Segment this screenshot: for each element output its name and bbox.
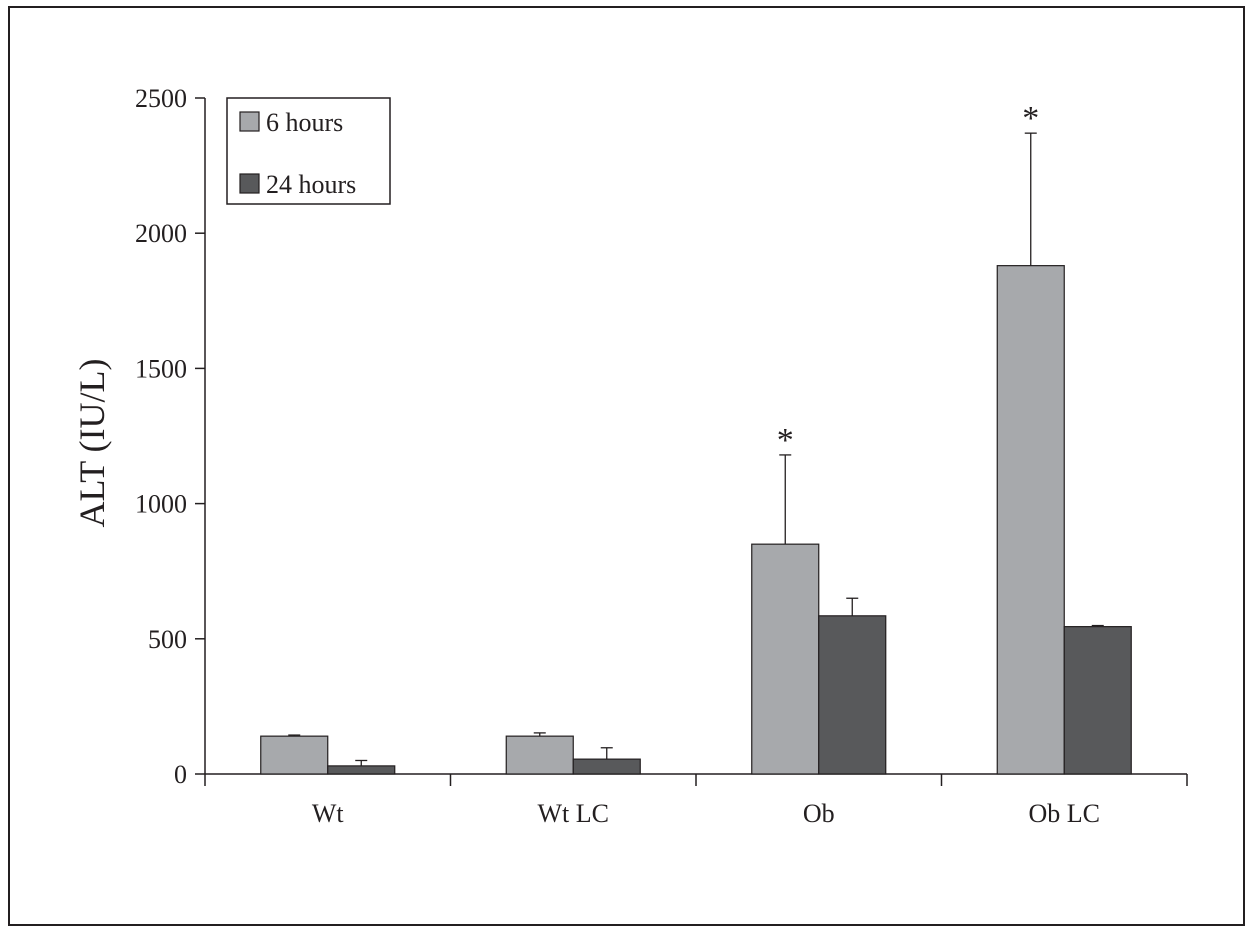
x-tick-label: Wt bbox=[312, 799, 345, 828]
bar-6h-wt-lc bbox=[505, 735, 574, 775]
y-tick-label: 500 bbox=[148, 625, 187, 654]
x-tick-label: Ob bbox=[803, 799, 835, 828]
legend-swatch bbox=[239, 173, 260, 194]
y-tick-label: 2500 bbox=[135, 84, 187, 113]
y-axis-label: ALT (IU/L) bbox=[72, 359, 112, 528]
y-tick-label: 1500 bbox=[135, 354, 187, 383]
legend-swatch bbox=[239, 111, 260, 132]
y-tick-label: 1000 bbox=[135, 490, 187, 519]
bar-6h-ob bbox=[751, 543, 820, 775]
bar-24h-wt bbox=[327, 765, 396, 775]
legend: 6 hours 24 hours bbox=[226, 97, 391, 205]
y-tick-label: 2000 bbox=[135, 219, 187, 248]
y-tick-label: 0 bbox=[174, 760, 187, 789]
bar-24h-ob bbox=[818, 615, 887, 775]
bars: ** bbox=[260, 100, 1132, 775]
significance-marker: * bbox=[1022, 100, 1039, 137]
bar-24h-wt-lc bbox=[572, 758, 641, 775]
significance-marker: * bbox=[777, 422, 794, 459]
legend-label: 24 hours bbox=[266, 170, 356, 199]
x-tick-label: Wt LC bbox=[538, 799, 610, 828]
x-tick-label: Ob LC bbox=[1029, 799, 1101, 828]
bar-24h-ob-lc bbox=[1063, 626, 1132, 775]
bar-6h-ob-lc bbox=[996, 265, 1065, 775]
legend-label: 6 hours bbox=[266, 108, 343, 137]
bar-6h-wt bbox=[260, 735, 329, 775]
